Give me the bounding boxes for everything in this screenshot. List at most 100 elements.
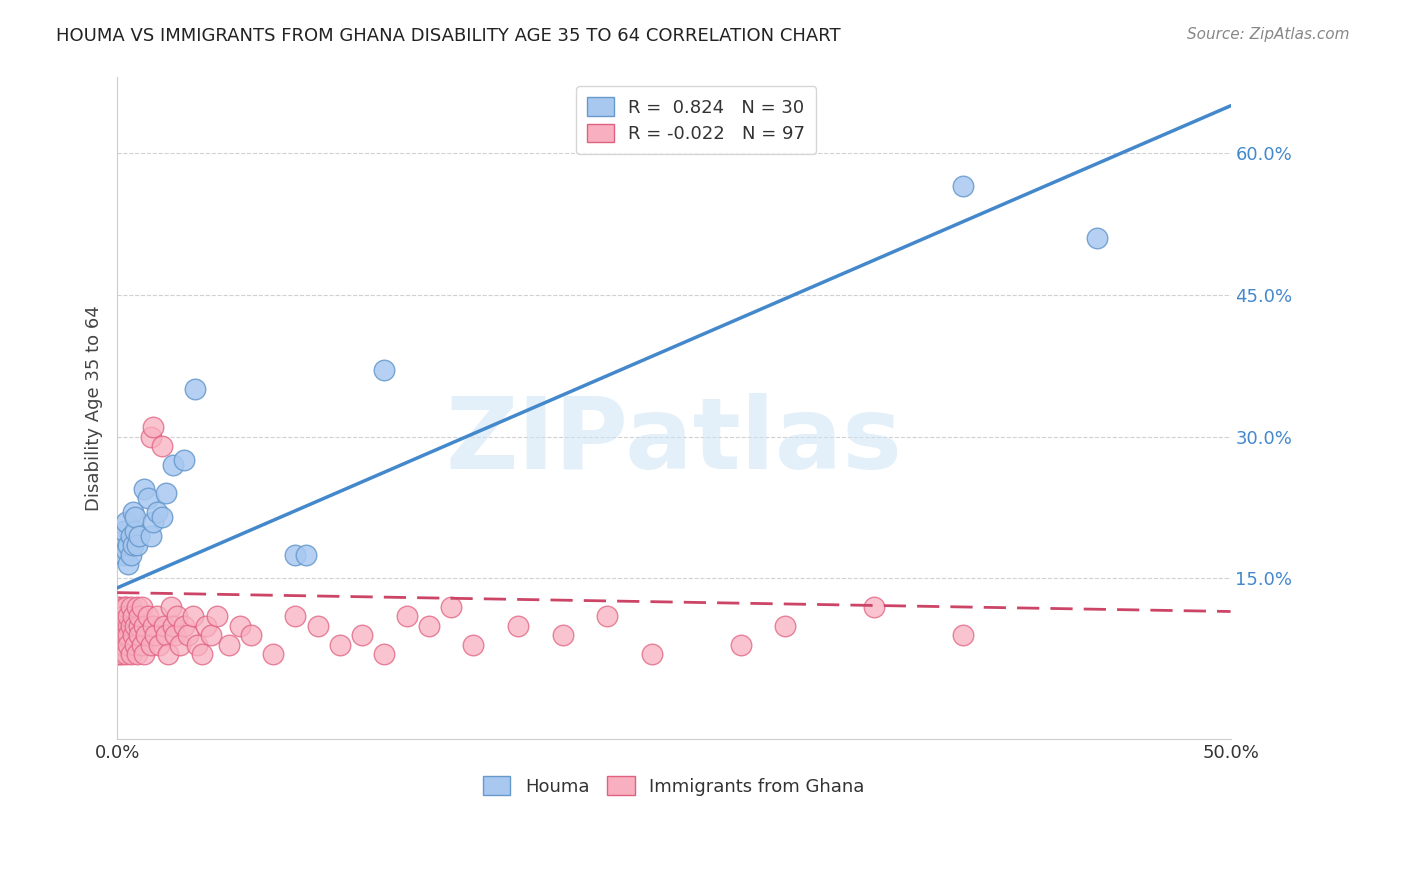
Y-axis label: Disability Age 35 to 64: Disability Age 35 to 64 xyxy=(86,305,103,511)
Point xyxy=(148,638,170,652)
Point xyxy=(162,618,184,632)
Point xyxy=(120,548,142,562)
Point xyxy=(218,638,240,652)
Text: Source: ZipAtlas.com: Source: ZipAtlas.com xyxy=(1187,27,1350,42)
Point xyxy=(463,638,485,652)
Point xyxy=(128,529,150,543)
Point xyxy=(153,618,176,632)
Point xyxy=(952,628,974,642)
Point xyxy=(952,179,974,194)
Point xyxy=(112,548,135,562)
Point xyxy=(139,529,162,543)
Point xyxy=(132,482,155,496)
Point xyxy=(352,628,374,642)
Point xyxy=(131,638,153,652)
Point xyxy=(108,599,131,614)
Point xyxy=(105,647,128,661)
Text: ZIPatlas: ZIPatlas xyxy=(446,392,903,490)
Point xyxy=(418,618,440,632)
Point xyxy=(120,599,142,614)
Point xyxy=(146,505,169,519)
Point xyxy=(200,628,222,642)
Point xyxy=(228,618,250,632)
Point xyxy=(121,609,143,624)
Point xyxy=(108,628,131,642)
Point xyxy=(165,628,187,642)
Point xyxy=(121,505,143,519)
Point xyxy=(112,609,135,624)
Point xyxy=(105,609,128,624)
Point xyxy=(115,515,138,529)
Point xyxy=(105,628,128,642)
Point xyxy=(284,548,307,562)
Point xyxy=(105,628,128,642)
Point xyxy=(112,638,135,652)
Point xyxy=(150,510,173,524)
Legend: Houma, Immigrants from Ghana: Houma, Immigrants from Ghana xyxy=(477,769,872,803)
Point xyxy=(239,628,262,642)
Point xyxy=(115,647,138,661)
Point xyxy=(115,543,138,558)
Point xyxy=(150,439,173,453)
Point xyxy=(730,638,752,652)
Point xyxy=(111,647,134,661)
Point xyxy=(143,628,166,642)
Point xyxy=(132,647,155,661)
Point xyxy=(506,618,529,632)
Point xyxy=(127,538,149,552)
Point xyxy=(284,609,307,624)
Point xyxy=(120,618,142,632)
Point xyxy=(307,618,329,632)
Point xyxy=(115,628,138,642)
Point xyxy=(128,609,150,624)
Point xyxy=(108,618,131,632)
Point xyxy=(640,647,662,661)
Point xyxy=(127,647,149,661)
Point xyxy=(138,609,160,624)
Point xyxy=(117,558,139,572)
Point xyxy=(863,599,886,614)
Point xyxy=(117,628,139,642)
Point xyxy=(551,628,574,642)
Point xyxy=(111,638,134,652)
Point xyxy=(111,609,134,624)
Point xyxy=(105,638,128,652)
Point xyxy=(207,609,229,624)
Point xyxy=(184,383,207,397)
Point xyxy=(395,609,418,624)
Point xyxy=(1085,231,1108,245)
Point xyxy=(105,618,128,632)
Point xyxy=(295,548,318,562)
Point xyxy=(115,599,138,614)
Point xyxy=(105,618,128,632)
Point xyxy=(131,599,153,614)
Point xyxy=(124,510,146,524)
Point xyxy=(124,638,146,652)
Point xyxy=(773,618,796,632)
Point xyxy=(195,618,218,632)
Point xyxy=(142,618,165,632)
Point xyxy=(146,609,169,624)
Point xyxy=(124,618,146,632)
Point xyxy=(108,647,131,661)
Point xyxy=(142,515,165,529)
Point xyxy=(162,458,184,472)
Point xyxy=(440,599,463,614)
Point xyxy=(112,599,135,614)
Point xyxy=(105,609,128,624)
Point xyxy=(111,628,134,642)
Point xyxy=(155,628,177,642)
Point xyxy=(108,618,131,632)
Point xyxy=(135,628,157,642)
Point xyxy=(262,647,284,661)
Point xyxy=(121,628,143,642)
Point xyxy=(142,420,165,434)
Point xyxy=(124,524,146,538)
Point xyxy=(108,628,131,642)
Point xyxy=(121,538,143,552)
Point xyxy=(132,618,155,632)
Point xyxy=(120,529,142,543)
Point xyxy=(105,638,128,652)
Point xyxy=(139,430,162,444)
Point xyxy=(166,609,188,624)
